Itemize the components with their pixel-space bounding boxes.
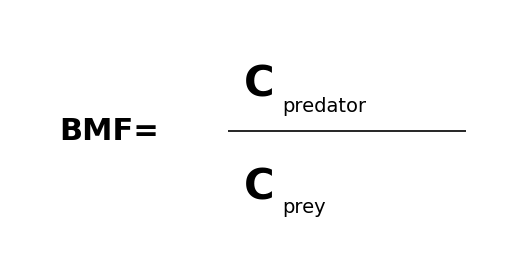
Text: predator: predator [282, 97, 366, 116]
Text: BMF=: BMF= [59, 117, 159, 147]
Text: prey: prey [282, 198, 326, 217]
Text: C: C [243, 63, 275, 106]
Text: C: C [243, 166, 275, 209]
